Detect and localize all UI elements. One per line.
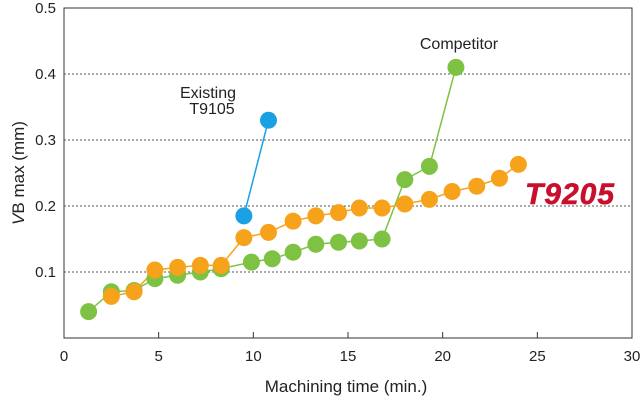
data-point-t9205 — [146, 261, 164, 279]
y-tick-label: 0.3 — [35, 132, 56, 149]
plot-area-frame — [63, 7, 633, 339]
data-point-competitor — [330, 233, 348, 251]
annotation-existing-line1: Existing — [180, 85, 236, 102]
annotation-competitor: Competitor — [420, 36, 499, 53]
data-point-competitor — [447, 58, 465, 76]
series-line-existing-t9105 — [243, 120, 270, 217]
x-tick-label: 30 — [624, 348, 641, 365]
gridlines — [64, 73, 632, 273]
data-point-t9205 — [509, 155, 527, 173]
x-tick-label: 25 — [529, 348, 546, 365]
data-point-t9205 — [420, 190, 438, 208]
x-tick-label: 15 — [340, 348, 357, 365]
data-point-t9205 — [169, 258, 187, 276]
t9205-brand-logo: T9205 — [525, 178, 615, 211]
data-point-competitor — [242, 253, 260, 271]
x-tick-label: 5 — [154, 348, 162, 365]
y-tick-label: 0.1 — [35, 264, 56, 281]
data-point-t9205 — [102, 287, 120, 305]
y-tick-label: 0.4 — [35, 66, 56, 83]
data-point-t9205 — [373, 199, 391, 217]
y-axis-title-rest: B max (mm) — [9, 121, 28, 214]
annotation-existing-line2: T9105 — [189, 101, 234, 118]
data-point-competitor — [80, 303, 98, 321]
data-point-t9205 — [350, 199, 368, 217]
data-point-competitor — [396, 171, 414, 189]
x-tick-label: 20 — [434, 348, 451, 365]
data-point-competitor — [284, 243, 302, 261]
data-point-t9205 — [330, 204, 348, 222]
data-point-t9205 — [191, 256, 209, 274]
y-tick-label: 0.2 — [35, 198, 56, 215]
axis-ticks: 0.1 0.2 0.3 0.4 0.5 0 5 10 15 20 25 30 — [35, 0, 640, 365]
x-tick-label: 0 — [60, 348, 68, 365]
series-line-competitor — [88, 67, 457, 313]
data-point-competitor — [263, 250, 281, 268]
y-axis-title: VB max (mm) — [9, 121, 28, 225]
data-point-t9205 — [468, 177, 486, 195]
x-axis-title: Machining time (min.) — [265, 377, 428, 396]
data-point-t9205 — [125, 283, 143, 301]
data-points — [80, 58, 527, 321]
data-point-competitor — [373, 230, 391, 248]
y-tick-label: 0.5 — [35, 0, 56, 17]
data-point-competitor — [307, 235, 325, 253]
data-point-t9205 — [235, 229, 253, 247]
y-axis-title-italic: V — [9, 212, 28, 225]
data-point-t9205 — [259, 223, 277, 241]
data-point-competitor — [420, 157, 438, 175]
data-point-existing-t9105 — [235, 207, 253, 225]
data-point-t9205 — [212, 256, 230, 274]
data-point-t9205 — [490, 169, 508, 187]
data-point-competitor — [350, 232, 368, 250]
data-point-t9205 — [284, 212, 302, 230]
annotation-existing-t9105: Existing T9105 — [180, 85, 236, 118]
data-point-t9205 — [443, 182, 461, 200]
x-tick-label: 10 — [245, 348, 262, 365]
data-point-t9205 — [307, 207, 325, 225]
data-point-existing-t9105 — [259, 111, 277, 129]
data-point-t9205 — [396, 195, 414, 213]
